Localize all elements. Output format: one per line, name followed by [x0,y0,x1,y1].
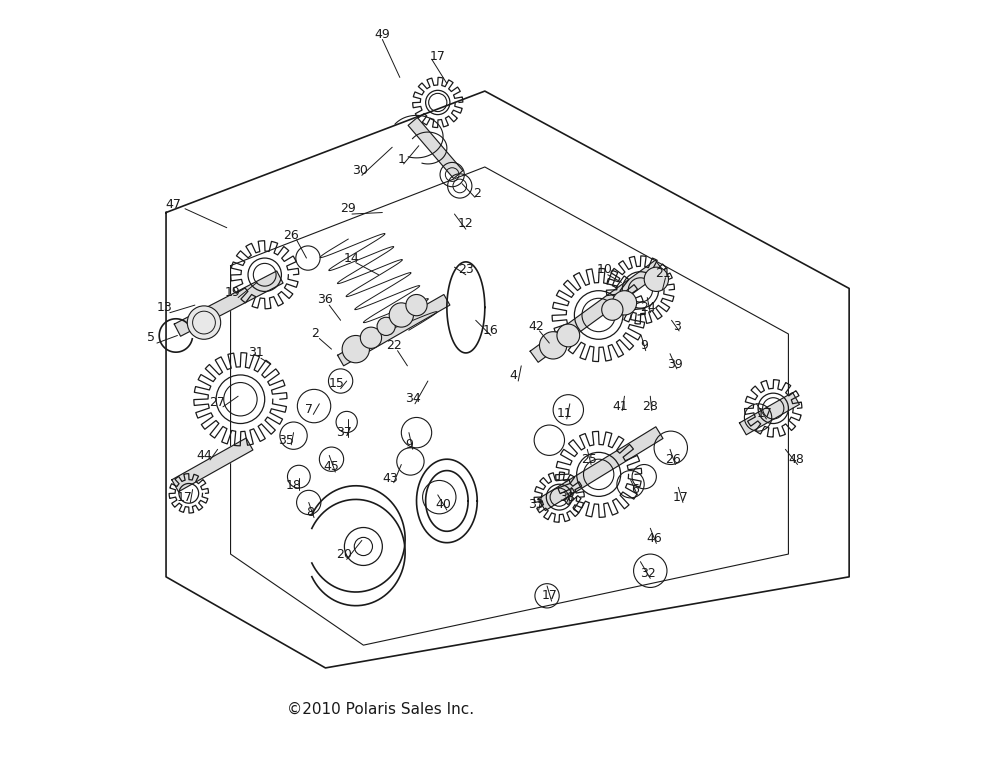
Polygon shape [408,118,463,178]
Text: 49: 49 [374,27,390,41]
Text: 40: 40 [435,498,451,512]
Text: 17: 17 [541,589,557,603]
Polygon shape [174,271,283,336]
Text: 12: 12 [458,217,474,231]
Text: 37: 37 [336,426,352,439]
Text: 11: 11 [557,407,572,420]
Text: ©2010 Polaris Sales Inc.: ©2010 Polaris Sales Inc. [287,702,475,717]
Text: 18: 18 [286,479,301,493]
Text: 15: 15 [329,376,345,390]
Text: 42: 42 [529,320,544,333]
Text: 41: 41 [612,399,628,413]
Circle shape [557,324,580,347]
Polygon shape [338,294,450,366]
Text: 25: 25 [581,452,597,466]
Text: 14: 14 [344,251,360,265]
Text: 47: 47 [166,198,182,212]
Text: 2: 2 [473,187,481,200]
Circle shape [539,332,567,359]
Text: 26: 26 [283,228,299,242]
Text: 20: 20 [336,547,352,561]
Circle shape [187,306,221,339]
Text: 26: 26 [665,452,681,466]
Text: 31: 31 [248,346,263,360]
Text: 45: 45 [324,460,339,474]
Text: 4: 4 [509,369,517,383]
Text: 9: 9 [640,339,648,352]
Text: 17: 17 [177,490,193,504]
Text: 30: 30 [352,164,368,178]
Text: 5: 5 [147,331,155,345]
Text: 3: 3 [673,320,681,333]
Text: 10: 10 [597,263,613,276]
Text: 13: 13 [157,301,172,314]
Text: 17: 17 [673,490,689,504]
Text: 39: 39 [667,357,682,371]
Text: 23: 23 [458,263,474,276]
Circle shape [612,291,637,315]
Text: 44: 44 [196,449,212,462]
Circle shape [377,317,395,335]
Polygon shape [538,427,663,511]
Text: 6: 6 [631,483,639,496]
Circle shape [602,299,623,320]
Text: 1: 1 [397,153,405,166]
Text: 28: 28 [642,399,658,413]
Text: 36: 36 [318,293,333,307]
Text: 48: 48 [788,452,804,466]
Text: 35: 35 [278,433,294,447]
Text: 9: 9 [405,437,413,451]
Text: 32: 32 [640,566,656,580]
Polygon shape [530,260,663,362]
Text: 34: 34 [405,392,421,405]
Circle shape [342,335,369,363]
Text: 22: 22 [386,339,402,352]
Text: 16: 16 [482,323,498,337]
Polygon shape [172,438,253,492]
Polygon shape [739,392,799,435]
Text: 27: 27 [209,395,225,409]
Circle shape [389,303,413,327]
Text: 2: 2 [311,327,319,341]
Text: 19: 19 [225,285,241,299]
Text: 33: 33 [529,498,544,512]
Text: 24: 24 [640,301,656,314]
Circle shape [644,267,668,291]
Text: 43: 43 [382,471,398,485]
Text: 7: 7 [305,403,313,417]
Text: 17: 17 [430,50,446,64]
Text: 21: 21 [655,266,671,280]
Text: 17: 17 [756,407,772,420]
Text: 29: 29 [340,202,356,216]
Text: 38: 38 [559,490,575,504]
Circle shape [360,327,382,348]
Text: 8: 8 [306,505,314,519]
Text: 46: 46 [646,532,662,546]
Circle shape [406,294,427,316]
